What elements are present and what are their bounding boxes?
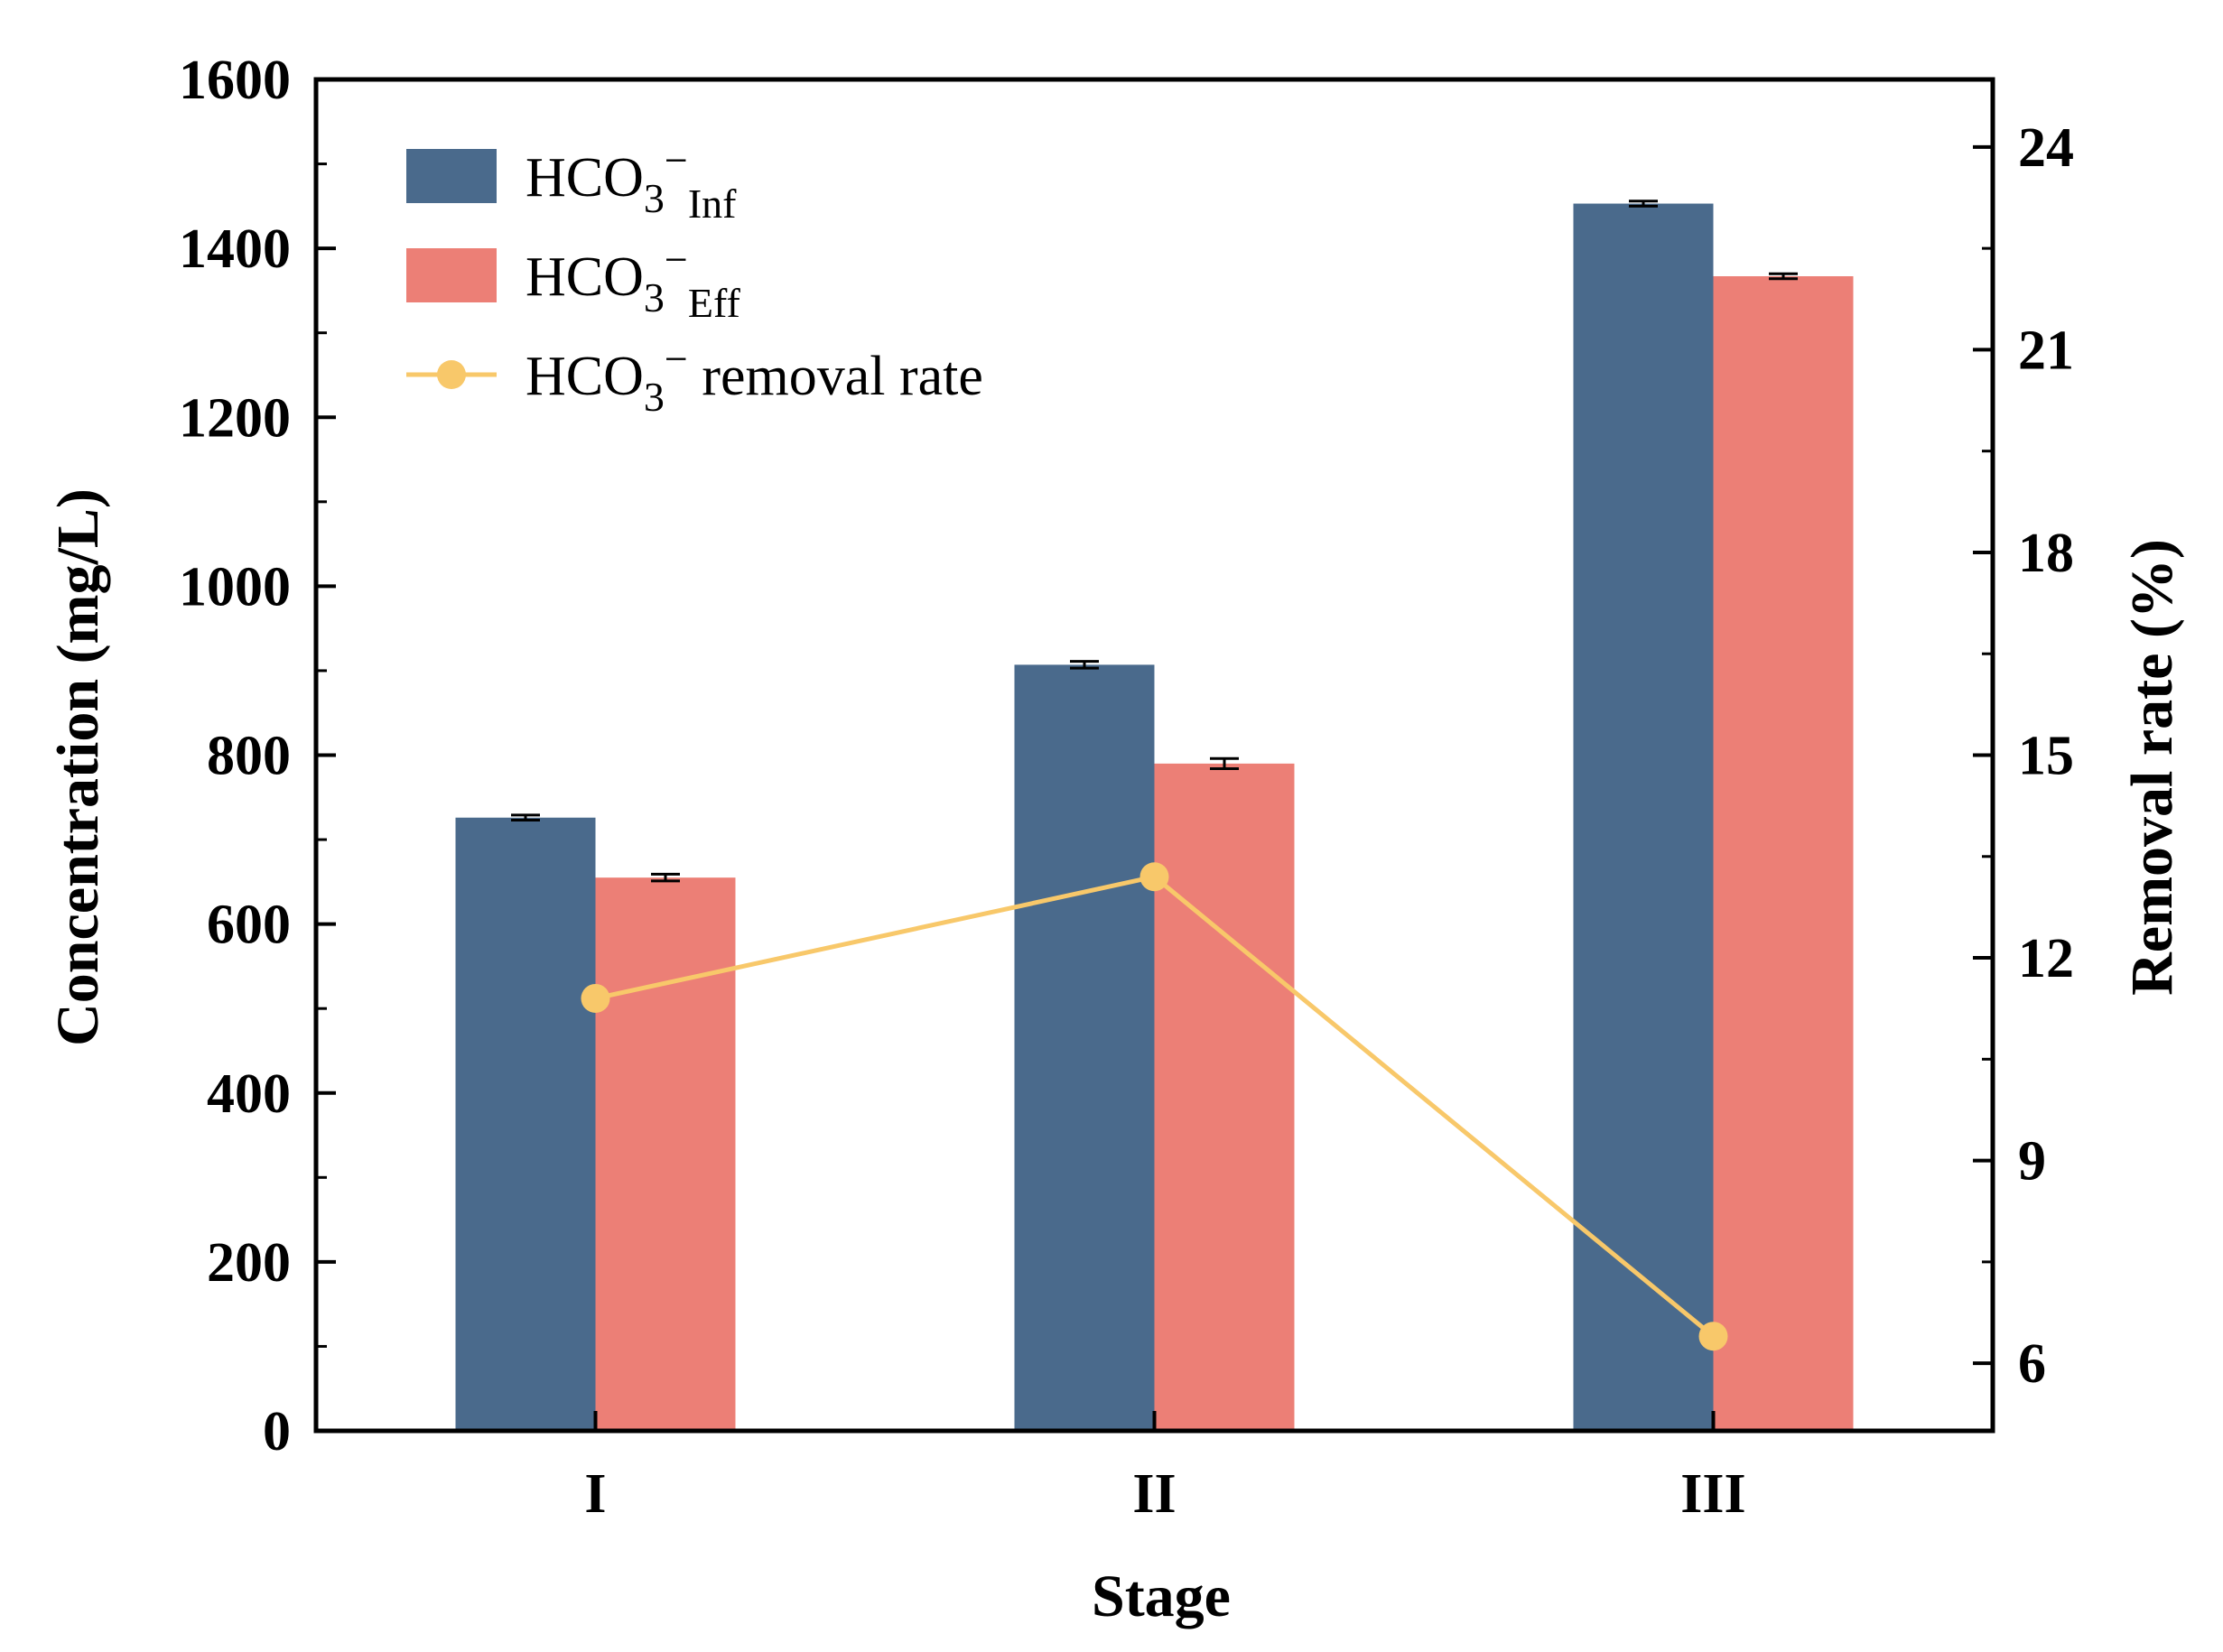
bar [455,817,596,1431]
x-axis-title: Stage [1092,1564,1231,1629]
y-tick-label: 400 [207,1063,291,1125]
legend-label-tail: removal rate [688,346,983,407]
y-tick-label: 1200 [179,387,291,449]
legend-label: HCO3−Eff [526,237,740,326]
y-tick-label: 1400 [179,218,291,280]
removal-rate-point [581,983,610,1013]
y2-tick-label: 18 [2018,523,2074,584]
legend-label-superscript: − [665,137,688,183]
y-tick-label: 200 [207,1232,291,1294]
y2-tick-label: 15 [2018,726,2074,787]
x-tick-label: I [584,1463,606,1525]
y-tick-label: 800 [207,726,291,787]
y2-tick-label: 9 [2018,1131,2046,1193]
legend-label-main: HCO [526,346,644,407]
y-tick-label: 1600 [179,50,291,111]
removal-rate-line-layer [581,862,1728,1351]
legend-label-subscript: 3 [644,374,665,420]
bar [1573,203,1714,1432]
legend-label-main: HCO [526,246,644,308]
legend-label-superscript: − [665,237,688,283]
y-tick-label: 600 [207,895,291,956]
error-bars-layer [511,200,1798,883]
legend-swatch [406,149,497,203]
x-tick-label: II [1132,1463,1176,1525]
bar [1014,664,1155,1431]
bar [1713,276,1854,1431]
legend-swatch-marker [437,360,466,389]
legend-label: HCO3−Inf [526,137,737,227]
y2-axis-title: Removal rate (%) [2119,539,2185,996]
bar [1154,763,1295,1431]
bars-layer [455,203,1854,1432]
y-tick-label: 0 [263,1401,291,1462]
bar [595,877,736,1431]
legend-swatch [406,248,497,302]
legend-label-subscript: 3 [644,274,665,320]
y2-tick-label: 6 [2018,1333,2046,1395]
legend-label-suffix: Eff [688,280,741,326]
axes-layer: 0 200 400 600 800 1000 1200 1400 1600 6 9 12 15 18 21 2… [179,50,2074,1525]
y2-tick-label: 21 [2018,320,2074,381]
legend-label-suffix: Inf [688,181,737,227]
y2-tick-label: 24 [2018,117,2074,179]
x-tick-label: III [1680,1463,1745,1525]
removal-rate-point [1139,862,1169,892]
legend-label-superscript: − [665,336,688,382]
y-axis-title: Concentration (mg/L) [45,488,111,1046]
removal-rate-point [1698,1322,1728,1351]
legend-label: HCO3− removal rate [526,336,983,420]
legend-label-subscript: 3 [644,175,665,221]
y2-tick-label: 12 [2018,928,2074,989]
legend-label-main: HCO [526,147,644,209]
y-tick-label: 1000 [179,556,291,617]
